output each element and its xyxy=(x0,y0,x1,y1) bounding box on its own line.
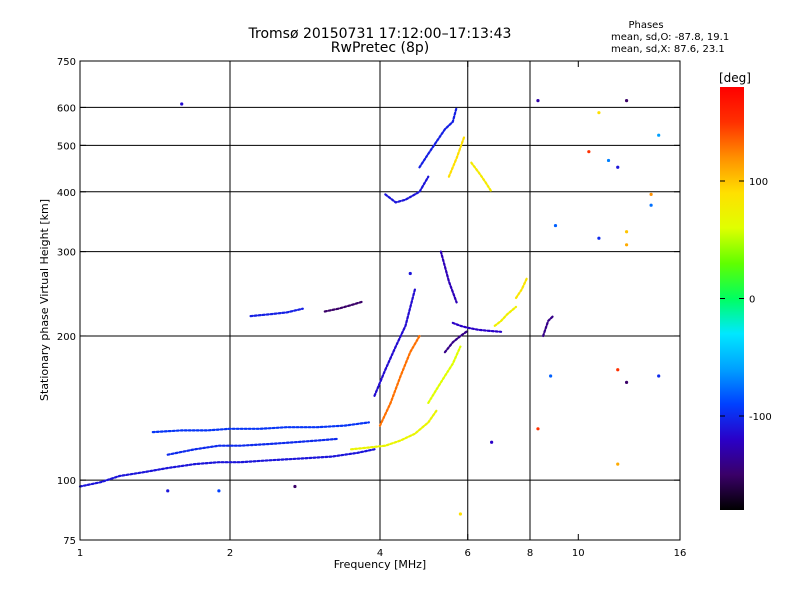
phase-stats-x: mean, sd,X: 87.6, 23.1 xyxy=(611,44,725,55)
x-axis-ticks: 1 2 4 6 8 10 16 xyxy=(77,61,687,559)
y-tick-label: 750 xyxy=(57,57,76,68)
echo-traces xyxy=(78,106,555,488)
echo-trace xyxy=(378,334,421,427)
x-tick-label: 2 xyxy=(227,548,233,559)
data-point xyxy=(490,440,494,444)
echo-trace xyxy=(166,437,340,456)
data-point xyxy=(166,489,170,493)
y-tick-label: 200 xyxy=(57,332,76,343)
echo-trace xyxy=(447,136,466,178)
data-point xyxy=(180,102,184,106)
data-point xyxy=(624,230,629,234)
echo-trace xyxy=(249,307,304,318)
data-point xyxy=(616,462,620,466)
y-tick-label: 100 xyxy=(57,476,76,487)
colorbar-ticks: 100 0 -100 xyxy=(720,177,772,423)
colorbar-tick-label: 0 xyxy=(749,295,755,306)
data-point xyxy=(624,380,629,384)
data-point xyxy=(553,223,558,228)
x-tick-label: 10 xyxy=(572,548,585,559)
data-point xyxy=(657,133,661,137)
data-point xyxy=(549,374,553,378)
colorbar-label: [deg] xyxy=(719,71,751,85)
chart-subtitle: RwPretec (8p) xyxy=(330,40,430,56)
echo-trace xyxy=(541,315,555,338)
echo-trace xyxy=(323,300,365,313)
y-axis-label: Stationary phase Virtual Height [km] xyxy=(38,199,51,401)
data-point xyxy=(649,203,653,207)
data-point xyxy=(536,98,540,103)
data-point xyxy=(597,236,601,240)
phase-stats-o: mean, sd,O: -87.8, 19.1 xyxy=(611,32,730,43)
echo-trace xyxy=(151,421,370,434)
data-point xyxy=(217,489,221,493)
x-axis-label: Frequency [MHz] xyxy=(334,558,426,571)
colorbar-tick-label: -100 xyxy=(749,412,772,423)
data-point xyxy=(657,374,661,378)
echo-trace xyxy=(439,250,458,304)
echo-trace xyxy=(443,329,469,354)
y-tick-label: 75 xyxy=(63,536,76,547)
echo-trace xyxy=(451,321,503,333)
y-tick-label: 300 xyxy=(57,248,76,259)
echo-trace xyxy=(418,106,458,169)
echo-trace xyxy=(470,161,493,193)
data-point xyxy=(649,192,653,196)
y-axis-ticks: 75 100 200 300 400 500 600 750 xyxy=(57,57,680,547)
data-point xyxy=(587,150,591,154)
data-point xyxy=(624,243,629,247)
x-tick-label: 16 xyxy=(674,548,687,559)
colorbar-tick-label: 100 xyxy=(749,177,768,188)
echo-trace xyxy=(373,288,416,397)
x-tick-label: 6 xyxy=(465,548,471,559)
echo-points xyxy=(166,98,661,516)
data-point xyxy=(606,158,611,163)
data-point xyxy=(536,427,540,431)
y-tick-label: 500 xyxy=(57,141,76,152)
echo-trace xyxy=(78,448,376,488)
x-tick-label: 8 xyxy=(527,548,533,559)
y-tick-label: 600 xyxy=(57,103,76,114)
chart-title: Tromsø 20150731 17:12:00–17:13:43 xyxy=(248,26,512,42)
echo-trace xyxy=(384,175,430,204)
data-point xyxy=(616,165,620,169)
data-point xyxy=(408,271,412,276)
data-point xyxy=(624,98,629,103)
data-point xyxy=(597,111,601,115)
data-point xyxy=(458,512,463,516)
phase-stats-title: Phases xyxy=(628,20,664,31)
x-tick-label: 4 xyxy=(377,548,383,559)
echo-trace xyxy=(427,345,462,404)
echo-trace xyxy=(493,305,518,327)
y-tick-label: 400 xyxy=(57,188,76,199)
data-point xyxy=(293,484,297,489)
grid xyxy=(80,61,680,540)
echo-trace xyxy=(514,276,529,300)
x-tick-label: 1 xyxy=(77,548,83,559)
data-point xyxy=(616,368,620,372)
echo-trace xyxy=(350,409,438,451)
